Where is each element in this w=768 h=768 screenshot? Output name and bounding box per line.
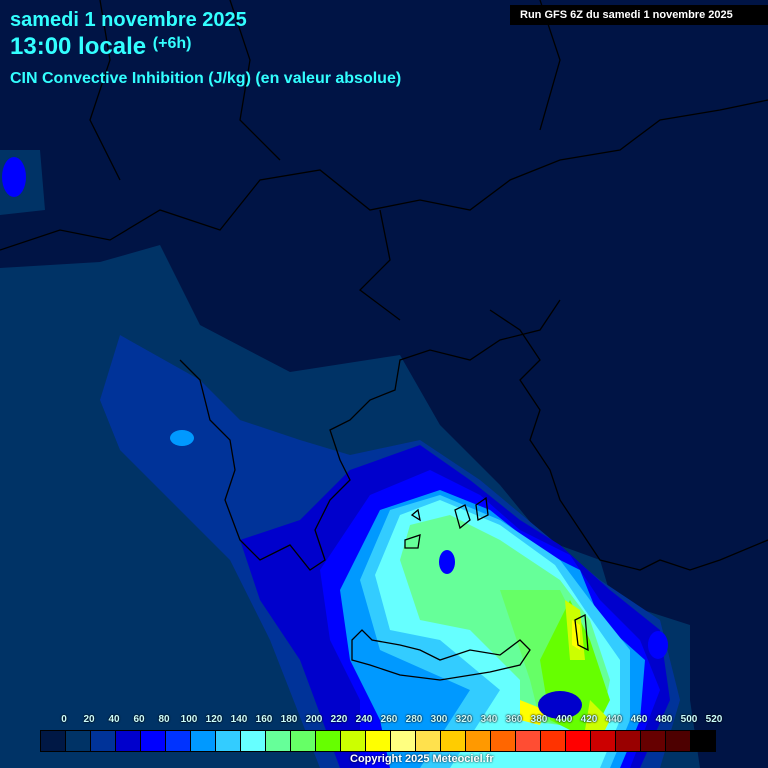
legend-label: 320 [455,714,473,725]
legend-label: 520 [705,714,723,725]
legend-label: 380 [530,714,548,725]
legend-swatch [291,731,316,751]
contour-260 [520,620,580,725]
legend-label: 180 [280,714,298,725]
blob-nw [2,157,26,197]
crete-coastline [351,629,531,681]
legend-swatch [266,731,291,751]
legend-label: 360 [505,714,523,725]
legend-swatch [316,731,341,751]
legend-label: 300 [430,714,448,725]
legend-swatch [341,731,366,751]
blob-ionian [170,430,194,446]
borders [0,0,768,321]
turkey-coastline [489,309,768,571]
low-cin-hole-2 [439,550,455,574]
legend-swatch [66,731,91,751]
legend-label: 40 [108,714,120,725]
legend-swatch [241,731,266,751]
cin-contours [0,150,700,768]
legend-label: 140 [230,714,248,725]
legend-label: 80 [158,714,170,725]
legend-label: 0 [61,714,67,725]
legend-swatch [516,731,541,751]
legend-swatch [141,731,166,751]
legend-label: 160 [255,714,273,725]
parameter-title: CIN Convective Inhibition (J/kg) (en val… [10,70,402,87]
aegean-islands [404,496,589,652]
legend-swatch [666,731,691,751]
legend-swatch [191,731,216,751]
legend-label: 260 [380,714,398,725]
low-cin-hole [538,691,582,719]
legend-swatch [616,731,641,751]
legend-swatch [366,731,391,751]
legend-swatch [541,731,566,751]
color-legend [40,730,716,752]
legend-label: 460 [630,714,648,725]
legend-swatch [566,731,591,751]
legend-label: 280 [405,714,423,725]
legend-swatch [466,731,491,751]
legend-label: 480 [655,714,673,725]
coastlines [0,0,768,681]
legend-swatch [691,731,715,751]
greece-coastline [179,299,561,571]
legend-labels: 0 20 40 60 80 100 120 140 160 180 200 220 240 260 280 3… [0,714,768,728]
legend-swatch [166,731,191,751]
legend-swatch [116,731,141,751]
legend-label: 20 [83,714,95,725]
copyright: Copyright 2025 Meteociel.fr [350,753,494,765]
legend-label: 420 [580,714,598,725]
forecast-time: 13:00 locale (+6h) [10,33,191,61]
legend-swatch [41,731,66,751]
local-time: 13:00 locale [10,33,147,60]
legend-label: 340 [480,714,498,725]
legend-label: 240 [355,714,373,725]
legend-label: 400 [555,714,573,725]
legend-label: 60 [133,714,145,725]
legend-label: 120 [205,714,223,725]
model-run-label: Run GFS 6Z du samedi 1 novembre 2025 [510,5,768,25]
legend-label: 200 [305,714,323,725]
blob-se [648,631,668,659]
legend-label: 440 [605,714,623,725]
legend-swatch [641,731,666,751]
legend-label: 220 [330,714,348,725]
legend-swatch [91,731,116,751]
legend-swatch [391,731,416,751]
legend-swatch [491,731,516,751]
legend-label: 100 [180,714,198,725]
forecast-offset: (+6h) [152,35,192,52]
legend-swatch [441,731,466,751]
legend-swatch [216,731,241,751]
legend-swatch [416,731,441,751]
legend-swatch [591,731,616,751]
forecast-date: samedi 1 novembre 2025 [10,9,247,31]
legend-label: 500 [680,714,698,725]
